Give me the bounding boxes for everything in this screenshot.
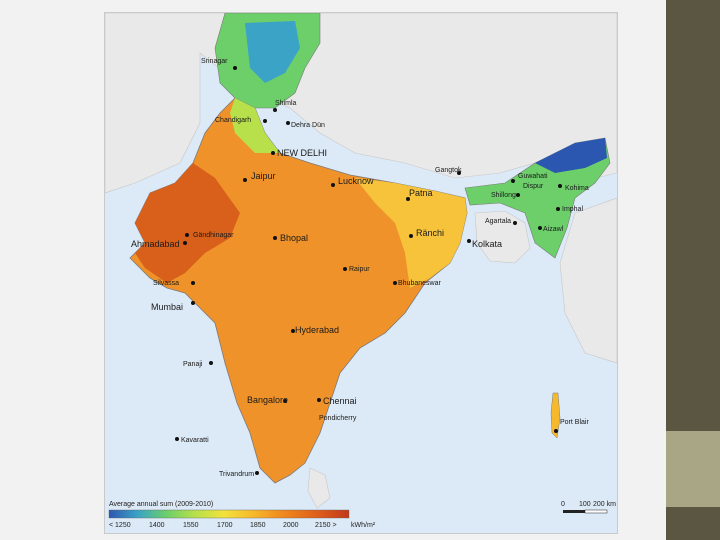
city-dot <box>538 226 542 230</box>
city-dot <box>467 239 471 243</box>
city-label: Kohima <box>565 185 589 192</box>
city-label: Chandigarh <box>215 117 251 124</box>
legend-unit: kWh/m² <box>351 522 376 529</box>
legend-tick: 1550 <box>183 522 199 529</box>
city-label: Dehra Dün <box>291 122 325 129</box>
city-label: Bhopal <box>280 233 308 243</box>
andaman-islands <box>550 392 561 439</box>
decorative-side-accent <box>666 431 720 507</box>
city-dot <box>271 151 275 155</box>
city-dot <box>516 193 520 197</box>
city-label: Aizawl <box>543 226 564 233</box>
legend-tick: < 1250 <box>109 522 131 529</box>
city-label: Gändhinagar <box>193 232 234 239</box>
legend-tick: 2000 <box>283 522 299 529</box>
city-dot <box>343 267 347 271</box>
legend-color-scale <box>108 509 350 519</box>
city-dot <box>273 108 277 112</box>
city-dot <box>513 221 517 225</box>
city-dot <box>317 398 321 402</box>
city-dot <box>175 437 179 441</box>
city-dot <box>291 329 295 333</box>
solar-irradiation-map: Srinagar Shimla Chandigarh Dehra Dün NEW… <box>104 12 618 534</box>
myanmar-land <box>559 197 617 364</box>
city-dot <box>409 234 413 238</box>
high-irradiation-zone <box>135 163 240 283</box>
city-label: Mumbai <box>151 302 183 312</box>
city-markers: Srinagar Shimla Chandigarh Dehra Dün NEW… <box>131 58 589 478</box>
city-dot <box>283 399 287 403</box>
city-dot <box>263 119 267 123</box>
scale-bar-label: 0 <box>561 501 565 508</box>
city-label: Pondicherry <box>319 415 357 422</box>
city-label: Shillong <box>491 192 516 199</box>
city-dot <box>183 241 187 245</box>
legend-tick: 1400 <box>149 522 165 529</box>
scale-bar-label: 200 km <box>593 501 616 508</box>
city-dot <box>511 179 515 183</box>
city-label: Chennai <box>323 396 357 406</box>
city-label: Srinagar <box>201 58 228 65</box>
city-label: Ahmadabad <box>131 239 180 249</box>
city-dot <box>255 471 259 475</box>
city-dot <box>457 171 461 175</box>
city-dot <box>558 184 562 188</box>
city-dot <box>233 66 237 70</box>
legend-tick: 1700 <box>217 522 233 529</box>
legend: Average annual sum (2009-2010) < 1250 14… <box>108 501 376 529</box>
city-dot <box>393 281 397 285</box>
scale-bar-segment <box>563 510 585 513</box>
city-label: Bangalore <box>247 395 288 405</box>
himalaya-foothills <box>230 98 280 153</box>
city-label: Lucknow <box>338 176 374 186</box>
city-label: Bhubaneswar <box>398 280 441 287</box>
city-label: Port Blair <box>560 419 589 426</box>
city-dot <box>331 183 335 187</box>
city-label: Imphal <box>562 206 583 213</box>
northeast-high-zone <box>535 138 607 173</box>
city-label: Shimla <box>275 100 297 107</box>
city-label: Agartala <box>485 218 511 225</box>
city-dot <box>556 207 560 211</box>
legend-tick: 2150 > <box>315 522 337 529</box>
scale-bar: 0 100 200 km <box>561 501 616 514</box>
city-dot <box>243 178 247 182</box>
himalaya-high-zone <box>245 21 300 83</box>
city-label: Panaji <box>183 361 203 368</box>
city-dot <box>185 233 189 237</box>
city-label: Kolkata <box>472 239 502 249</box>
legend-title: Average annual sum (2009-2010) <box>109 501 213 508</box>
city-label: Kavaratti <box>181 437 209 444</box>
city-label: NEW DELHI <box>277 148 327 158</box>
city-label: Guwahati <box>518 173 548 180</box>
city-label: Raipur <box>349 266 370 273</box>
eastern-moderate-zone <box>355 178 467 288</box>
city-label: Dispur <box>523 183 544 190</box>
city-label: Ränchi <box>416 228 444 238</box>
city-dot <box>273 236 277 240</box>
city-label: Trivandrum <box>219 471 254 478</box>
city-label: Patna <box>409 188 433 198</box>
sri-lanka-land <box>307 467 331 509</box>
city-dot <box>286 121 290 125</box>
city-label: Jaipur <box>251 171 276 181</box>
map-canvas: Srinagar Shimla Chandigarh Dehra Dün NEW… <box>105 13 617 533</box>
scale-bar-segment <box>584 509 608 514</box>
legend-tick: 1850 <box>250 522 266 529</box>
city-label: Silvassa <box>153 280 179 287</box>
city-dot <box>191 301 195 305</box>
city-label: Hyderabad <box>295 325 339 335</box>
scale-bar-label: 100 <box>579 501 591 508</box>
city-label: Gangtok <box>435 167 462 174</box>
city-dot <box>209 361 213 365</box>
city-dot <box>554 429 558 433</box>
city-dot <box>406 197 410 201</box>
city-dot <box>191 281 195 285</box>
